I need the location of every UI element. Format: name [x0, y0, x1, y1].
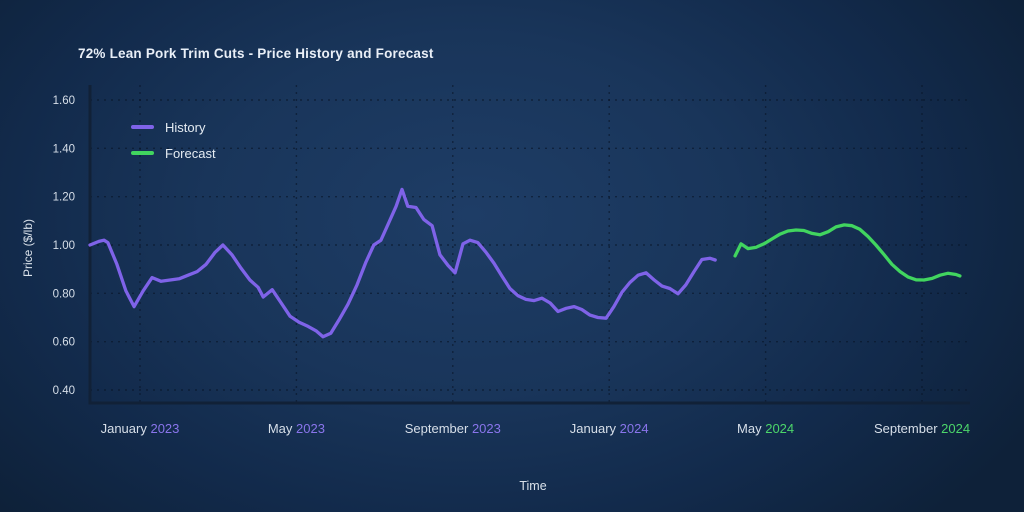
- y-tick-label: 0.80: [53, 288, 75, 300]
- x-tick-label: September 2024: [874, 421, 970, 436]
- legend-item-history[interactable]: History: [131, 114, 216, 140]
- forecast-line: [733, 223, 962, 282]
- legend-label-history: History: [165, 119, 206, 135]
- y-axis-title: Price ($/lb): [21, 219, 35, 278]
- forecast-line-swatch-icon: [131, 151, 154, 155]
- x-tick-label: May 2023: [268, 421, 325, 436]
- y-tick-label: 0.60: [53, 337, 75, 349]
- history-line-swatch-icon: [131, 125, 154, 129]
- legend: History Forecast: [131, 114, 216, 166]
- x-tick-label: January 2023: [101, 421, 180, 436]
- x-tick-label: May 2024: [737, 421, 794, 436]
- axis-lines: [88, 85, 970, 405]
- legend-label-forecast: Forecast: [165, 145, 216, 161]
- history-line: [88, 187, 717, 339]
- y-tick-label: 0.40: [53, 385, 75, 397]
- y-tick-label: 1.60: [53, 95, 75, 107]
- y-tick-label: 1.20: [53, 192, 75, 204]
- x-axis-title: Time: [519, 479, 547, 493]
- chart-title: 72% Lean Pork Trim Cuts - Price History …: [78, 46, 434, 61]
- y-tick-label: 1.40: [53, 143, 75, 155]
- x-tick-label: September 2023: [405, 421, 501, 436]
- legend-item-forecast[interactable]: Forecast: [131, 140, 216, 166]
- y-tick-label: 1.00: [53, 240, 75, 252]
- x-tick-label: January 2024: [570, 421, 649, 436]
